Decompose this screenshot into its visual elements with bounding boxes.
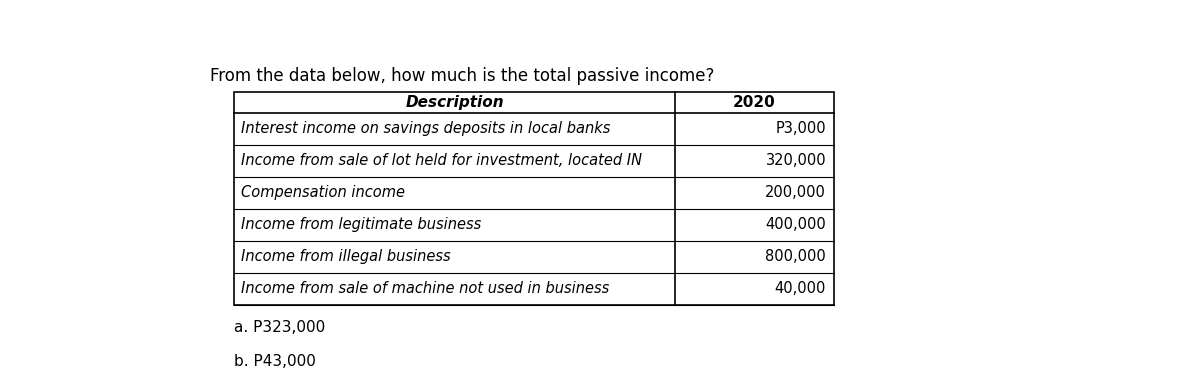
Text: 200,000: 200,000: [766, 185, 826, 200]
Text: Income from sale of lot held for investment, located IN: Income from sale of lot held for investm…: [241, 153, 642, 168]
Text: Compensation income: Compensation income: [241, 185, 406, 200]
Text: Interest income on savings deposits in local banks: Interest income on savings deposits in l…: [241, 121, 611, 136]
Text: 2020: 2020: [733, 95, 776, 110]
Text: Description: Description: [406, 95, 504, 110]
Text: Income from legitimate business: Income from legitimate business: [241, 217, 481, 232]
Text: P3,000: P3,000: [775, 121, 826, 136]
Text: b. P43,000: b. P43,000: [234, 354, 316, 369]
Text: a. P323,000: a. P323,000: [234, 320, 325, 335]
Text: 320,000: 320,000: [766, 153, 826, 168]
Text: 40,000: 40,000: [775, 281, 826, 296]
Text: From the data below, how much is the total passive income?: From the data below, how much is the tot…: [210, 67, 715, 85]
Text: Income from illegal business: Income from illegal business: [241, 249, 451, 264]
Text: 400,000: 400,000: [766, 217, 826, 232]
Text: Income from sale of machine not used in business: Income from sale of machine not used in …: [241, 281, 610, 296]
Text: 800,000: 800,000: [766, 249, 826, 264]
